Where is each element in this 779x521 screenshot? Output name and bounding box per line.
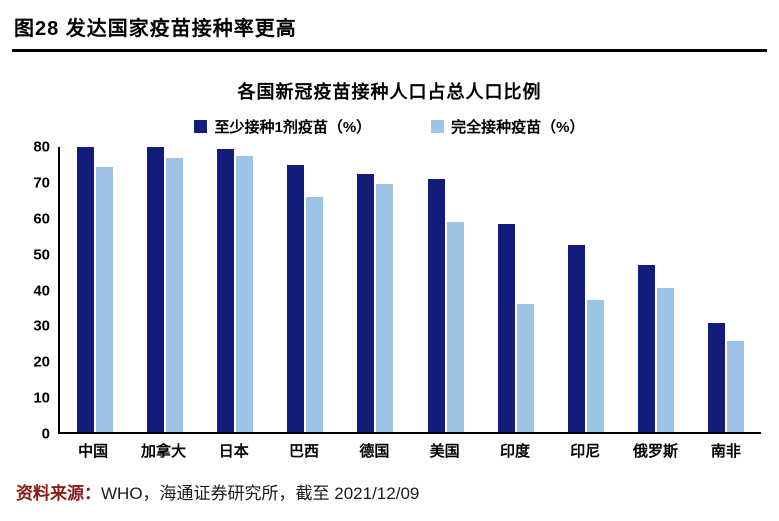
source-note: 资料来源：WHO，海通证券研究所，截至 2021/12/09 bbox=[12, 479, 767, 504]
x-axis-label: 中国 bbox=[78, 443, 109, 460]
bar bbox=[656, 287, 674, 432]
bar-group bbox=[130, 147, 200, 432]
bar bbox=[376, 184, 394, 432]
bar bbox=[726, 341, 744, 432]
y-tick-label: 50 bbox=[33, 246, 50, 264]
bar bbox=[96, 166, 114, 432]
x-axis-label: 德国 bbox=[359, 443, 390, 460]
bar-group bbox=[481, 147, 551, 432]
legend-swatch-icon bbox=[431, 120, 445, 133]
x-axis-labels: 中国 加拿大 日本 巴西 德国 美国 印度 印尼 俄罗斯 南非 bbox=[58, 440, 761, 461]
bar bbox=[446, 221, 464, 432]
bar bbox=[306, 196, 324, 432]
y-tick-label: 30 bbox=[33, 317, 50, 335]
legend-item-0: 至少接种1剂疫苗（%） bbox=[194, 116, 371, 137]
bar-group bbox=[270, 147, 340, 432]
bar bbox=[236, 155, 254, 432]
bar bbox=[586, 300, 604, 432]
bar bbox=[637, 264, 655, 432]
x-axis-label: 巴西 bbox=[289, 443, 320, 460]
bar-group bbox=[200, 147, 270, 432]
bar bbox=[147, 147, 165, 432]
source-text: WHO，海通证券研究所，截至 2021/12/09 bbox=[101, 484, 420, 503]
figure-header: 图28 发达国家疫苗接种率更高 bbox=[12, 8, 767, 52]
y-tick-label: 70 bbox=[33, 174, 50, 192]
source-label: 资料来源： bbox=[16, 484, 101, 503]
plot-area bbox=[58, 147, 761, 434]
bar bbox=[567, 244, 585, 432]
y-tick-label: 0 bbox=[41, 425, 50, 443]
x-axis-label: 俄罗斯 bbox=[633, 443, 679, 460]
y-tick-label: 80 bbox=[33, 138, 50, 156]
bar bbox=[516, 303, 534, 432]
bar-group bbox=[410, 147, 480, 432]
bar bbox=[77, 147, 95, 432]
y-tick-label: 10 bbox=[33, 389, 50, 407]
chart-title: 各国新冠疫苗接种人口占总人口比例 bbox=[237, 82, 542, 102]
x-axis-label: 美国 bbox=[429, 443, 460, 460]
legend-label: 至少接种1剂疫苗（%） bbox=[214, 119, 372, 136]
y-tick-label: 60 bbox=[33, 210, 50, 228]
bar bbox=[287, 164, 305, 432]
x-axis-label: 印尼 bbox=[570, 443, 601, 460]
bar bbox=[357, 173, 375, 432]
bar bbox=[217, 148, 235, 432]
bar-group bbox=[691, 147, 761, 432]
bar-group bbox=[551, 147, 621, 432]
x-axis-label: 加拿大 bbox=[140, 443, 186, 460]
bar-group bbox=[340, 147, 410, 432]
x-axis-label: 印度 bbox=[499, 443, 530, 460]
bar bbox=[707, 323, 725, 432]
x-axis-label: 南非 bbox=[710, 443, 741, 460]
plot-area-wrap: 0 10 20 30 40 50 60 70 80 bbox=[18, 139, 761, 443]
legend-item-1: 完全接种疫苗（%） bbox=[431, 116, 585, 137]
bar bbox=[427, 179, 445, 432]
bar-group bbox=[621, 147, 691, 432]
x-axis-label: 日本 bbox=[218, 443, 249, 460]
legend-label: 完全接种疫苗（%） bbox=[451, 119, 585, 136]
y-tick-label: 20 bbox=[33, 353, 50, 371]
figure-title: 图28 发达国家疫苗接种率更高 bbox=[14, 18, 297, 40]
y-axis: 0 10 20 30 40 50 60 70 80 bbox=[18, 139, 58, 443]
vaccination-chart: 各国新冠疫苗接种人口占总人口比例 至少接种1剂疫苗（%） 完全接种疫苗（%） 0 1… bbox=[12, 78, 767, 461]
legend-swatch-icon bbox=[194, 120, 208, 133]
bar bbox=[166, 157, 184, 432]
bar-group bbox=[60, 147, 130, 432]
bar bbox=[497, 223, 515, 432]
y-tick-label: 40 bbox=[33, 282, 50, 299]
chart-legend: 至少接种1剂疫苗（%） 完全接种疫苗（%） bbox=[18, 116, 761, 137]
